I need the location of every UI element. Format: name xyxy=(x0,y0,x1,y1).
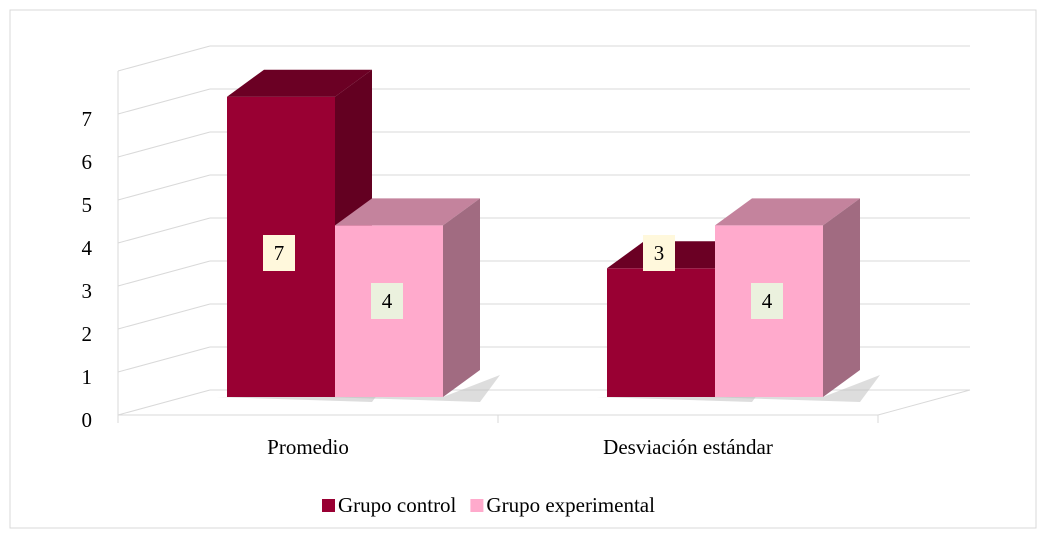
data-label: 4 xyxy=(382,289,393,313)
bar-shadow xyxy=(325,375,500,402)
wall-line xyxy=(117,45,211,72)
floor-line xyxy=(877,389,971,416)
y-tick-label: 6 xyxy=(82,150,93,174)
bar-side xyxy=(823,198,860,397)
y-tick-label: 2 xyxy=(82,322,93,346)
bar-top xyxy=(227,69,372,97)
bar xyxy=(607,268,715,397)
x-tick-label: Desviación estándar xyxy=(603,435,773,459)
data-label-box xyxy=(371,283,403,319)
legend-swatch xyxy=(322,499,335,512)
legend-label: Grupo control xyxy=(338,493,457,517)
data-label: 7 xyxy=(274,241,285,265)
wall-line xyxy=(117,131,211,158)
wall-line xyxy=(117,88,211,115)
wall-line xyxy=(117,217,211,244)
data-label: 4 xyxy=(762,289,773,313)
bar-shadow xyxy=(705,375,880,402)
y-tick-label: 5 xyxy=(82,193,93,217)
data-label-box xyxy=(263,235,295,271)
y-tick-label: 4 xyxy=(82,236,93,260)
wall-line xyxy=(117,303,211,330)
data-label-box xyxy=(751,283,783,319)
bar-side xyxy=(443,198,480,397)
chart-border xyxy=(9,9,1037,529)
wall-line xyxy=(117,346,211,373)
y-tick-label: 1 xyxy=(82,365,93,389)
x-tick-label: Promedio xyxy=(267,435,349,459)
legend-label: Grupo experimental xyxy=(486,493,655,517)
y-tick-label: 0 xyxy=(82,408,93,432)
wall-line xyxy=(117,260,211,287)
y-tick-label: 3 xyxy=(82,279,93,303)
data-label-box xyxy=(643,235,675,271)
bar-top xyxy=(335,198,480,226)
legend-swatch xyxy=(470,499,484,512)
wall-line xyxy=(117,389,211,416)
y-tick-label: 7 xyxy=(82,107,93,131)
wall-line xyxy=(117,174,211,201)
bar-top xyxy=(715,198,860,226)
data-label: 3 xyxy=(654,241,665,265)
